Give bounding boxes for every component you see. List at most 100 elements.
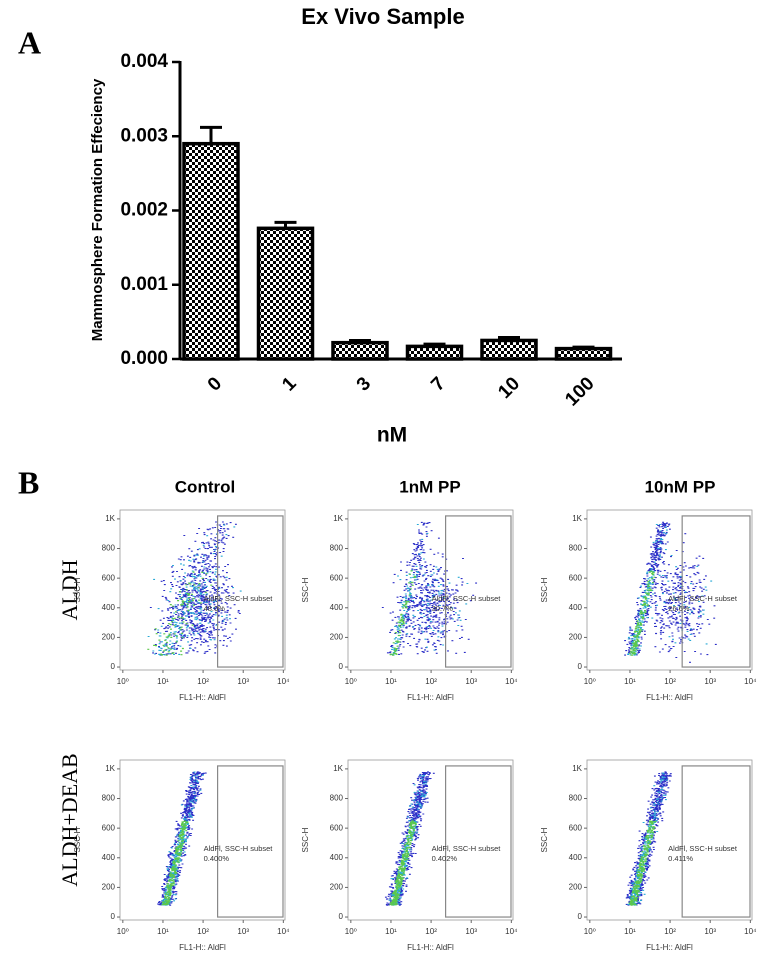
x-axis-label: FL1-H:: AldFl bbox=[646, 943, 693, 952]
gate-percent: 26.6% bbox=[668, 604, 690, 613]
y-tick-label: 400 bbox=[330, 603, 344, 612]
y-axis-label: SSC-H bbox=[301, 577, 310, 602]
y-tick-label: 1K bbox=[333, 764, 343, 773]
y-tick-label: 400 bbox=[330, 853, 344, 862]
gate-percent: 0.402% bbox=[432, 854, 458, 863]
y-axis-label: SSC-H bbox=[540, 827, 549, 852]
y-tick-label: 800 bbox=[330, 544, 344, 553]
x-tick-label: 1 bbox=[278, 373, 301, 396]
x-tick-label: 10⁴ bbox=[744, 677, 757, 686]
row-label: ALDH bbox=[57, 559, 82, 620]
y-axis-label: SSC-H bbox=[73, 577, 82, 602]
x-tick-label: 10⁰ bbox=[584, 677, 596, 686]
gate bbox=[217, 515, 284, 668]
x-tick-label: 10² bbox=[425, 927, 437, 936]
bar bbox=[554, 346, 613, 361]
y-tick-label: 200 bbox=[330, 883, 344, 892]
x-axis-label: FL1-H:: AldFl bbox=[407, 693, 454, 702]
column-title: 10nM PP bbox=[645, 477, 716, 496]
y-tick-label: 800 bbox=[569, 544, 583, 553]
x-tick-label: 10⁰ bbox=[345, 927, 357, 936]
x-tick-label: 10¹ bbox=[157, 677, 169, 686]
gate bbox=[681, 515, 751, 668]
x-axis-label: FL1-H:: AldFl bbox=[179, 943, 226, 952]
gate bbox=[445, 765, 512, 918]
x-tick-label: 10³ bbox=[465, 927, 477, 936]
x-tick-label: 10⁰ bbox=[117, 927, 129, 936]
x-tick-label: 10¹ bbox=[624, 927, 636, 936]
x-tick-label: 10⁴ bbox=[505, 677, 518, 686]
x-tick-label: 10² bbox=[664, 927, 676, 936]
x-axis-label: FL1-H:: AldFl bbox=[179, 693, 226, 702]
y-tick-label: 200 bbox=[102, 633, 116, 642]
x-tick-label: 10¹ bbox=[385, 927, 397, 936]
y-tick-label: 800 bbox=[569, 794, 583, 803]
x-tick-label: 10⁴ bbox=[744, 927, 757, 936]
panel-label: A bbox=[18, 24, 41, 60]
x-tick-label: 10¹ bbox=[157, 927, 169, 936]
bar bbox=[405, 344, 464, 361]
y-tick-label: 200 bbox=[330, 633, 344, 642]
x-tick-label: 10³ bbox=[237, 927, 249, 936]
x-tick-label: 10¹ bbox=[385, 677, 397, 686]
x-tick-label: 10⁰ bbox=[345, 677, 357, 686]
y-tick-label: 600 bbox=[102, 573, 116, 582]
x-tick-label: 10³ bbox=[465, 677, 477, 686]
y-tick-label: 0.000 bbox=[120, 348, 168, 369]
gate-name: AldFl, SSC-H subset bbox=[204, 844, 274, 853]
event-cloud bbox=[628, 820, 657, 906]
x-tick-label: 3 bbox=[353, 373, 375, 395]
bar bbox=[182, 141, 240, 361]
y-tick-label: 0 bbox=[339, 662, 344, 671]
plot-frame bbox=[119, 759, 286, 921]
y-tick-label: 0.001 bbox=[120, 274, 168, 295]
y-tick-label: 600 bbox=[569, 573, 583, 582]
y-tick-label: 600 bbox=[102, 823, 116, 832]
gate-name: AldFl, SSC-H subset bbox=[204, 594, 274, 603]
gate-name: AldFl, SSC-H subset bbox=[668, 844, 738, 853]
y-tick-label: 200 bbox=[569, 883, 583, 892]
gate-name: AldFl, SSC-H subset bbox=[432, 594, 502, 603]
x-tick-label: 10¹ bbox=[624, 677, 636, 686]
x-tick-label: 10³ bbox=[237, 677, 249, 686]
gate bbox=[445, 515, 512, 668]
y-tick-label: 0.004 bbox=[120, 51, 168, 72]
y-axis-label: SSC-H bbox=[540, 577, 549, 602]
x-tick-label: 10⁴ bbox=[277, 677, 290, 686]
x-tick-label: 100 bbox=[561, 373, 598, 410]
plot-frame bbox=[586, 509, 753, 671]
y-tick-label: 0.002 bbox=[120, 200, 168, 221]
event-cloud bbox=[389, 570, 416, 656]
panel-label: B bbox=[18, 464, 39, 500]
y-tick-label: 1K bbox=[572, 764, 582, 773]
x-tick-label: 10² bbox=[425, 677, 437, 686]
y-tick-label: 400 bbox=[569, 603, 583, 612]
event-cloud bbox=[629, 570, 656, 656]
event-cloud bbox=[161, 820, 189, 906]
x-axis-label: nM bbox=[377, 424, 407, 447]
y-tick-label: 0 bbox=[578, 912, 583, 921]
gate-percent: 30.7% bbox=[432, 604, 454, 613]
bar bbox=[480, 338, 538, 361]
x-tick-label: 10 bbox=[494, 373, 524, 403]
x-tick-label: 10³ bbox=[704, 927, 716, 936]
y-axis-label: Mammosphere Formation Effeciency bbox=[89, 78, 106, 341]
x-tick-label: 7 bbox=[427, 373, 449, 395]
y-axis-label: SSC-H bbox=[73, 827, 82, 852]
gate-name: AldFl, SSC-H subset bbox=[668, 594, 738, 603]
y-tick-label: 1K bbox=[105, 514, 115, 523]
x-tick-label: 10² bbox=[197, 927, 209, 936]
event-cloud bbox=[624, 521, 717, 663]
bar bbox=[331, 340, 389, 361]
y-tick-label: 800 bbox=[102, 794, 116, 803]
y-tick-label: 600 bbox=[330, 573, 344, 582]
y-tick-label: 1K bbox=[105, 764, 115, 773]
event-cloud bbox=[147, 524, 242, 656]
y-tick-label: 200 bbox=[569, 633, 583, 642]
y-tick-label: 0 bbox=[111, 662, 116, 671]
